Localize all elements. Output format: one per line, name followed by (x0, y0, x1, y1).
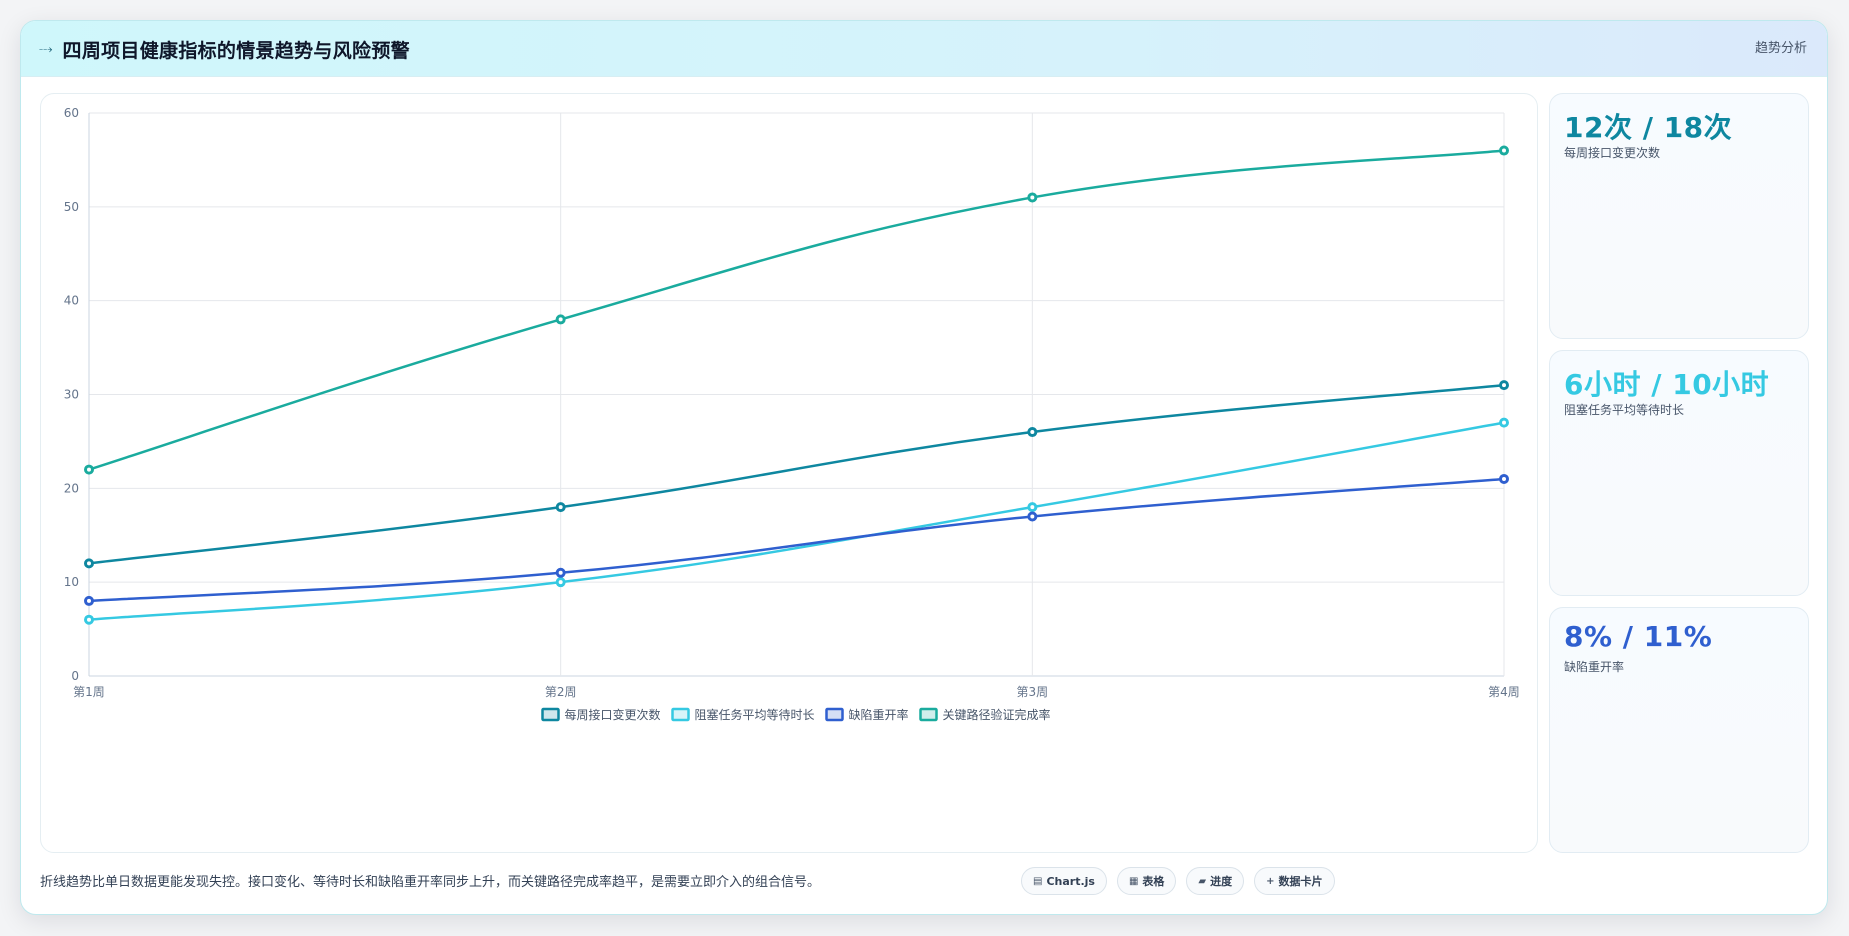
x-tick-label: 第3周 (1017, 685, 1049, 699)
data-point (1499, 473, 1509, 484)
stat-value: 8% / 11% (1564, 620, 1713, 653)
data-point (555, 567, 566, 578)
stat-label: 阻塞任务平均等待时长 (1564, 403, 1685, 417)
data-point (84, 595, 94, 606)
series-line (88, 149, 1505, 471)
series-line (88, 383, 1505, 565)
stat-label: 每周接口变更次数 (1564, 146, 1661, 160)
stat-value: 6小时 / 10小时 (1564, 368, 1770, 401)
y-tick-label: 60 (64, 106, 79, 120)
stat-value: 12次 / 18次 (1564, 111, 1733, 144)
progress-icon: ▰ (1198, 875, 1207, 887)
badge-table[interactable]: ▦ 表格 (1116, 867, 1177, 895)
stat-card-wait-time: 6小时 / 10小时 阻塞任务平均等待时长 (1549, 350, 1809, 596)
data-point (1499, 380, 1509, 391)
dashboard-card: ⤏ 四周项目健康指标的情景趋势与风险预警 趋势分析 0 10 20 30 40 50 60 第… (20, 20, 1828, 915)
data-point (1499, 145, 1509, 156)
data-point (84, 558, 94, 569)
card-header: ⤏ 四周项目健康指标的情景趋势与风险预警 趋势分析 (21, 21, 1827, 77)
x-tick-label: 第2周 (545, 685, 577, 699)
data-point (1027, 502, 1038, 513)
plus-icon: + (1266, 875, 1275, 887)
badge-label: Chart.js (1046, 874, 1095, 888)
chart-icon: ▤ (1033, 875, 1043, 887)
badge-data-card[interactable]: + 数据卡片 (1254, 867, 1335, 895)
y-tick-label: 40 (64, 294, 79, 308)
chart-panel: 0 10 20 30 40 50 60 第1周 第2周 第3周 第4周每周接口变更次数 阻塞任务平均等… (40, 93, 1538, 853)
data-point (555, 577, 566, 588)
data-point (84, 614, 94, 625)
y-tick-label: 30 (64, 388, 79, 402)
title-wrap: ⤏ 四周项目健康指标的情景趋势与风险预警 (39, 21, 410, 77)
badge-label: 数据卡片 (1278, 875, 1323, 888)
badge-row: ▤ Chart.js ▦ 表格 ▰ 进度 + 数据卡片 (1021, 867, 1335, 895)
y-tick-label: 0 (71, 669, 79, 683)
trend-analysis-tag[interactable]: 趋势分析 (1754, 41, 1807, 56)
badge-chartjs[interactable]: ▤ Chart.js (1021, 867, 1107, 895)
legend-swatch (671, 707, 690, 722)
x-tick-label: 第4周 (1488, 685, 1520, 699)
series-line (88, 477, 1505, 603)
badge-label: 进度 (1210, 875, 1233, 888)
data-point (1499, 417, 1509, 428)
legend-swatch (541, 707, 560, 722)
table-icon: ▦ (1128, 875, 1139, 887)
legend-label: 关键路径验证完成率 (943, 707, 1051, 722)
data-point (1027, 192, 1038, 203)
footer-note: 折线趋势比单日数据更能发现失控。接口变化、等待时长和缺陷重开率同步上升，而关键路… (40, 875, 821, 890)
data-point (1027, 511, 1038, 522)
line-chart-icon: ⤏ (39, 41, 53, 57)
legend-label: 缺陷重开率 (849, 707, 909, 722)
series-line (88, 421, 1505, 621)
legend-label: 每周接口变更次数 (565, 707, 661, 722)
data-point (84, 464, 94, 475)
x-tick-label: 第1周 (73, 685, 105, 699)
y-tick-label: 10 (64, 575, 79, 589)
y-tick-label: 50 (64, 200, 79, 214)
badge-label: 表格 (1142, 875, 1165, 888)
data-point (555, 314, 566, 325)
legend-swatch (919, 707, 938, 722)
badge-progress[interactable]: ▰ 进度 (1186, 867, 1245, 895)
legend-label: 阻塞任务平均等待时长 (695, 707, 815, 722)
legend-swatch (825, 707, 844, 722)
stat-card-reopen-rate: 8% / 11% 缺陷重开率 (1549, 607, 1809, 853)
stat-label: 缺陷重开率 (1564, 660, 1625, 674)
page-title: 四周项目健康指标的情景趋势与风险预警 (62, 39, 410, 62)
y-tick-label: 20 (64, 481, 79, 495)
stat-card-api-changes: 12次 / 18次 每周接口变更次数 (1549, 93, 1809, 339)
data-point (1027, 427, 1038, 438)
data-point (555, 502, 566, 513)
